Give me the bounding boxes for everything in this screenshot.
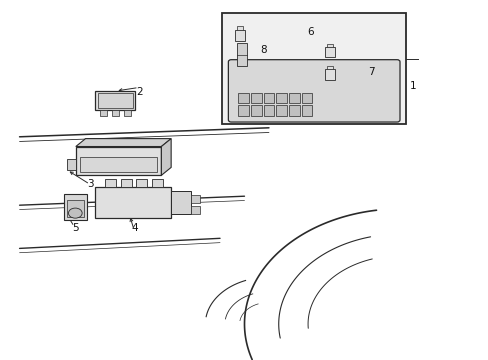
Text: 4: 4 — [131, 222, 138, 233]
Bar — [190, 195, 200, 203]
Bar — [288, 105, 299, 116]
Bar — [325, 69, 334, 80]
Text: 7: 7 — [367, 67, 374, 77]
Bar — [66, 200, 84, 217]
Bar — [238, 105, 248, 116]
Bar — [123, 110, 130, 116]
Text: 6: 6 — [306, 27, 313, 37]
Bar — [301, 105, 312, 116]
Bar — [171, 191, 190, 214]
Bar — [237, 43, 246, 66]
Circle shape — [68, 208, 82, 218]
Bar — [237, 26, 243, 30]
Text: 3: 3 — [87, 179, 94, 189]
Bar — [121, 179, 131, 187]
Bar — [67, 159, 76, 170]
Text: 1: 1 — [409, 81, 416, 91]
Bar — [100, 110, 107, 116]
Text: 8: 8 — [260, 45, 267, 55]
Bar — [95, 187, 171, 218]
Bar — [76, 147, 161, 175]
Bar — [250, 93, 261, 103]
Text: 2: 2 — [136, 87, 142, 97]
Bar — [238, 93, 248, 103]
Polygon shape — [76, 139, 171, 147]
Bar — [276, 105, 286, 116]
Bar — [63, 194, 87, 220]
Bar — [105, 179, 116, 187]
Bar — [288, 93, 299, 103]
Bar — [98, 93, 132, 108]
Bar — [234, 30, 245, 40]
Bar — [190, 206, 200, 214]
Bar — [326, 44, 332, 47]
Text: 5: 5 — [72, 222, 79, 233]
Bar — [326, 66, 332, 69]
Bar — [263, 93, 274, 103]
FancyBboxPatch shape — [228, 60, 399, 122]
Bar — [152, 179, 163, 187]
Bar — [325, 47, 334, 57]
Polygon shape — [161, 139, 171, 175]
Bar — [80, 157, 157, 172]
Bar — [112, 110, 119, 116]
Bar — [276, 93, 286, 103]
Bar — [263, 105, 274, 116]
Bar — [250, 105, 261, 116]
Bar — [95, 91, 135, 110]
Bar — [222, 13, 405, 124]
Bar — [301, 93, 312, 103]
Bar — [136, 179, 147, 187]
